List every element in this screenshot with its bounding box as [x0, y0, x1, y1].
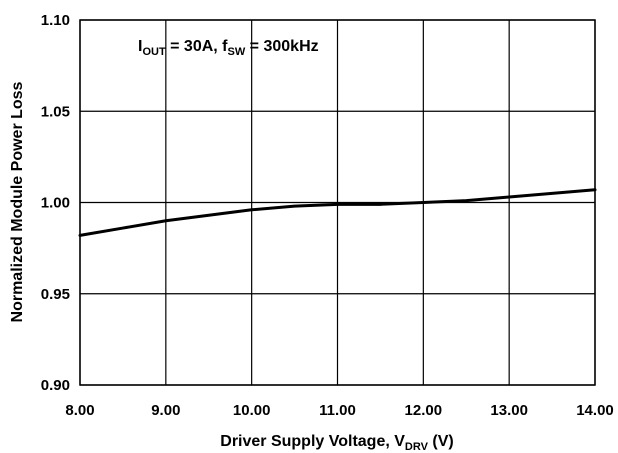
y-tick-label: 0.90: [41, 377, 70, 394]
y-tick-label: 1.00: [41, 195, 70, 212]
annotation-part: I: [138, 38, 142, 55]
x-axis-title-suffix: (V): [428, 433, 454, 450]
x-tick-label: 14.00: [576, 402, 614, 419]
x-axis-title-sub: DRV: [405, 441, 429, 453]
x-tick-label: 13.00: [490, 402, 528, 419]
x-axis-title: Driver Supply Voltage, VDRV (V): [220, 433, 453, 453]
y-tick-label: 1.10: [41, 12, 70, 29]
series-line: [78, 188, 597, 237]
y-tick-label: 1.05: [41, 103, 70, 120]
series-layer: [78, 188, 597, 237]
x-axis-title-main: Driver Supply Voltage, V: [220, 433, 405, 450]
x-tick-label: 11.00: [319, 402, 356, 419]
x-tick-labels: 8.00 9.00 10.00 11.00 12.00 13.00 14.00: [65, 402, 613, 419]
x-tick-label: 12.00: [405, 402, 443, 419]
annotation-part: = 300kHz: [245, 38, 318, 55]
annotation-part: OUT: [142, 46, 166, 58]
x-tick-label: 8.00: [65, 402, 94, 419]
x-tick-label: 10.00: [233, 402, 271, 419]
y-tick-label: 0.95: [41, 286, 70, 303]
annotation-part: SW: [228, 46, 246, 58]
plot-frame: [79, 19, 596, 386]
chart-annotation: IOUT = 30A, fSW = 300kHz: [138, 38, 319, 58]
x-tick-label: 9.00: [151, 402, 180, 419]
y-axis-title: Normalized Module Power Loss: [9, 81, 26, 322]
y-tick-labels: 0.90 0.95 1.00 1.05 1.10: [41, 12, 70, 394]
annotation-part: = 30A, f: [166, 38, 228, 55]
